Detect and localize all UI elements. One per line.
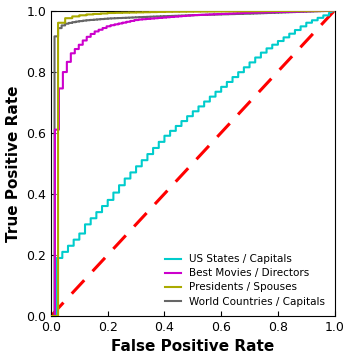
- Legend: US States / Capitals, Best Movies / Directors, Presidents / Spouses, World Count: US States / Capitals, Best Movies / Dire…: [161, 250, 329, 311]
- X-axis label: False Positive Rate: False Positive Rate: [111, 339, 274, 355]
- Y-axis label: True Positive Rate: True Positive Rate: [6, 85, 21, 242]
